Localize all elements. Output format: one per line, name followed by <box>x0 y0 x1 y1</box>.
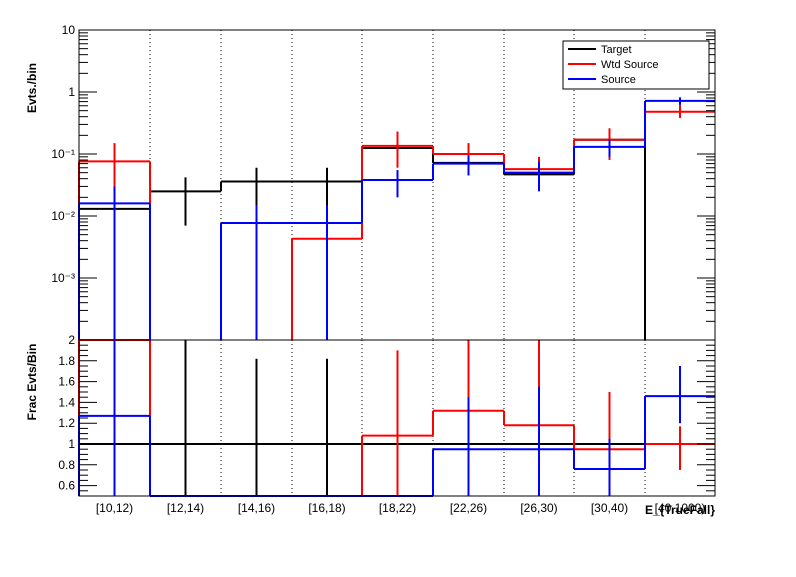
bottom-y-tick-label: 1.6 <box>58 375 75 389</box>
x-tick-label: [40,1000) <box>655 501 706 515</box>
x-tick-label: [26,30) <box>520 501 557 515</box>
legend: Target Wtd Source Source <box>562 40 710 90</box>
x-tick-label: [22,26) <box>450 501 487 515</box>
top-y-tick-label: 1 <box>68 85 75 99</box>
x-tick-label: [12,14) <box>167 501 204 515</box>
bottom-y-tick-label: 1.4 <box>58 395 75 409</box>
x-tick-label: [14,16) <box>238 501 275 515</box>
top-y-axis: 10 1 10⁻¹ 10⁻² 10⁻³ <box>51 23 715 341</box>
x-tick-label: [10,12) <box>96 501 133 515</box>
top-y-tick-label: 10⁻¹ <box>51 147 75 161</box>
legend-entry: Source <box>601 74 636 86</box>
bottom-y-tick-label: 0.6 <box>58 479 75 493</box>
x-axis-title: E_{TrueFall} <box>645 503 715 517</box>
bottom-y-axis: 2 1.8 1.6 1.4 1.2 1 0.8 0.6 <box>58 333 715 497</box>
bottom-y-tick-label: 0.8 <box>58 458 75 472</box>
x-tick-label: [30,40) <box>591 501 628 515</box>
top-y-tick-label: 10 <box>62 23 76 37</box>
top-y-tick-label: 10⁻³ <box>51 271 75 285</box>
top-y-tick-label: 10⁻² <box>51 209 75 223</box>
x-axis: [10,12) [12,14) [14,16) [16,18) [18,22) [22,2… <box>96 501 706 515</box>
bottom-y-tick-label: 1.8 <box>58 354 75 368</box>
bottom-y-axis-title: Frac Evts/Bin <box>25 344 39 421</box>
legend-entry: Wtd Source <box>601 59 658 71</box>
x-tick-label: [18,22) <box>379 501 416 515</box>
legend-entry: Target <box>601 44 632 56</box>
bottom-y-tick-label: 1.2 <box>58 416 75 430</box>
top-y-axis-title: Evts./bin <box>25 63 39 113</box>
x-tick-label: [16,18) <box>308 501 345 515</box>
bottom-y-tick-label: 1 <box>68 437 75 451</box>
bottom-y-tick-label: 2 <box>68 333 75 347</box>
